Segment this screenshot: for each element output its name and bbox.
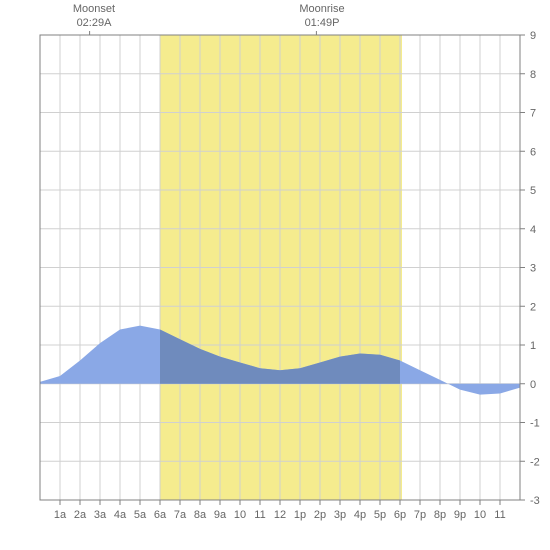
x-tick-label: 6a <box>154 509 167 521</box>
x-tick-label: 12 <box>274 509 286 521</box>
x-tick-label: 5a <box>134 509 147 521</box>
x-tick-label: 5p <box>374 509 386 521</box>
x-tick-label: 9a <box>214 509 227 521</box>
y-tick-label: -3 <box>530 495 540 507</box>
x-tick-label: 9p <box>454 509 466 521</box>
x-tick-label: 1a <box>54 509 67 521</box>
x-tick-label: 11 <box>254 509 265 521</box>
y-tick-label: -2 <box>530 456 540 468</box>
y-tick-label: 2 <box>530 301 536 313</box>
moonset-time: 02:29A <box>77 17 112 29</box>
x-tick-label: 10 <box>474 509 486 521</box>
y-tick-label: 3 <box>530 263 536 275</box>
x-tick-label: 1p <box>294 509 306 521</box>
y-tick-label: 4 <box>530 224 536 236</box>
x-tick-label: 8a <box>194 509 207 521</box>
tide-chart: Moonset 02:29A Moonrise 01:49P 1a2a3a4a5… <box>0 0 550 550</box>
x-tick-label: 8p <box>434 509 446 521</box>
x-tick-label: 2a <box>74 509 87 521</box>
moonset-label: Moonset 02:29A <box>64 2 124 31</box>
x-tick-label: 10 <box>234 509 246 521</box>
x-tick-label: 6p <box>394 509 406 521</box>
y-tick-label: 1 <box>530 340 536 352</box>
x-tick-label: 7a <box>174 509 187 521</box>
x-tick-label: 11 <box>494 509 505 521</box>
x-tick-label: 4a <box>114 509 127 521</box>
moonrise-time: 01:49P <box>305 17 340 29</box>
y-tick-label: 5 <box>530 185 536 197</box>
y-tick-label: 8 <box>530 69 536 81</box>
y-tick-label: 9 <box>530 30 536 42</box>
moonset-title: Moonset <box>73 3 115 15</box>
x-tick-label: 4p <box>354 509 366 521</box>
y-tick-label: 6 <box>530 146 536 158</box>
moonrise-label: Moonrise 01:49P <box>292 2 352 31</box>
x-tick-label: 7p <box>414 509 426 521</box>
moonrise-title: Moonrise <box>299 3 344 15</box>
x-tick-label: 3p <box>334 509 346 521</box>
x-tick-label: 3a <box>94 509 107 521</box>
y-tick-label: -1 <box>530 418 540 430</box>
x-tick-label: 2p <box>314 509 326 521</box>
chart-svg: 1a2a3a4a5a6a7a8a9a1011121p2p3p4p5p6p7p8p… <box>0 0 550 550</box>
y-tick-label: 7 <box>530 108 536 120</box>
y-tick-label: 0 <box>530 379 536 391</box>
